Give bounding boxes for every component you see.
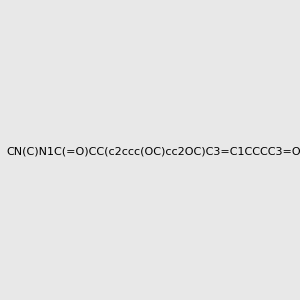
Text: CN(C)N1C(=O)CC(c2ccc(OC)cc2OC)C3=C1CCCC3=O: CN(C)N1C(=O)CC(c2ccc(OC)cc2OC)C3=C1CCCC3…	[6, 146, 300, 157]
